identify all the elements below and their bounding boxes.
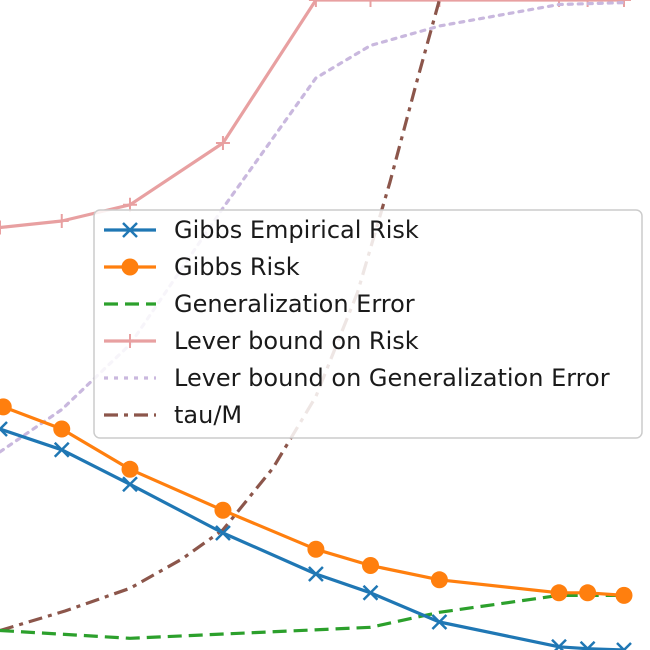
data-point-lever-bound-on-risk: [215, 136, 230, 150]
data-point-gibbs-risk: [214, 501, 232, 519]
data-point-gibbs-risk: [550, 584, 568, 602]
data-point-gibbs-risk: [121, 460, 139, 478]
legend-label-gibbs-risk: Gibbs Risk: [174, 253, 300, 281]
series-line-gibbs-risk: [2, 405, 625, 597]
legend-label-gibbs-empirical-risk: Gibbs Empirical Risk: [174, 216, 419, 244]
legend-label-lever-bound-on-risk: Lever bound on Risk: [174, 327, 419, 355]
data-point-lever-bound-on-risk: [54, 214, 69, 228]
legend-label-lever-bound-on-generalization-error: Lever bound on Generalization Error: [174, 364, 610, 392]
data-point-gibbs-empirical-risk: [431, 614, 448, 630]
data-point-gibbs-empirical-risk: [579, 640, 596, 650]
legend-label-generalization-error: Generalization Error: [174, 290, 415, 318]
data-point-gibbs-risk: [430, 571, 448, 589]
data-point-gibbs-empirical-risk: [616, 642, 632, 650]
data-point-gibbs-empirical-risk: [0, 421, 8, 437]
data-point-gibbs-risk: [579, 584, 597, 602]
data-point-gibbs-risk: [362, 557, 379, 574]
series-line-lever-bound-on-generalization-error: [0, 0, 626, 454]
legend-frame: [93, 209, 643, 439]
data-point-gibbs-risk: [53, 420, 71, 438]
data-point-gibbs-empirical-risk: [362, 584, 379, 601]
data-point-gibbs-risk: [307, 540, 325, 558]
data-point-lever-bound-on-risk: [363, 0, 378, 7]
data-point-gibbs-empirical-risk: [53, 441, 70, 458]
legend-marker-gibbs-risk: [121, 258, 139, 276]
data-point-lever-bound-on-risk: [308, 0, 323, 7]
series-line-tau-m: [0, 0, 441, 633]
legend-entries: Gibbs Empirical Risk Gibbs Risk Generaliza…: [104, 216, 610, 429]
series-line-generalization-error: [0, 593, 624, 640]
legend-label-tau-m: tau/M: [174, 401, 242, 429]
data-point-gibbs-empirical-risk: [308, 566, 324, 582]
data-point-gibbs-risk: [0, 398, 12, 416]
legend-marker-lever-bound-on-risk: [123, 334, 137, 348]
data-point-gibbs-risk: [615, 586, 633, 604]
legend: Gibbs Empirical Risk Gibbs Risk Generaliza…: [93, 209, 643, 439]
data-point-gibbs-empirical-risk: [551, 638, 567, 650]
series-layer: [0, 0, 633, 650]
data-point-lever-bound-on-risk: [0, 220, 7, 235]
legend-marker-gibbs-empirical-risk: [122, 222, 138, 238]
data-point-gibbs-empirical-risk: [122, 476, 138, 493]
data-point-lever-bound-on-risk: [617, 0, 631, 7]
series-line-lever-bound-on-risk: [0, 0, 624, 230]
data-point-gibbs-empirical-risk: [215, 525, 231, 541]
series-line-gibbs-empirical-risk: [0, 427, 625, 650]
